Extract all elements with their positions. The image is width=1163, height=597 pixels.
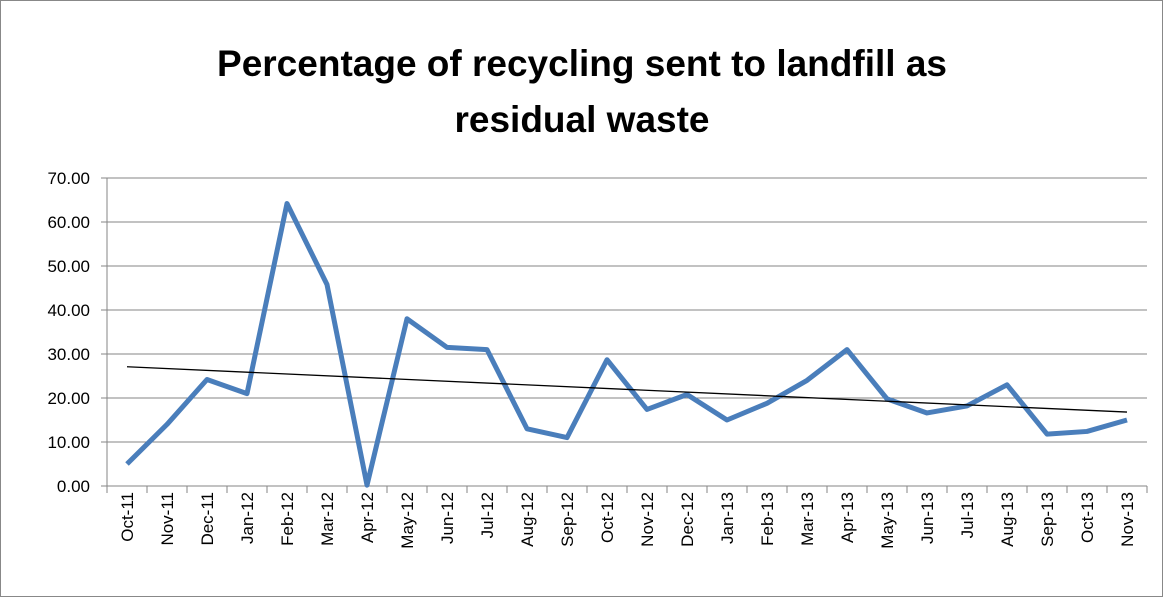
x-tick-label: Jan-13 [718,492,737,544]
y-tick-label: 0.00 [57,477,90,496]
x-tick-label: Feb-12 [278,492,297,546]
x-tick-label: Apr-12 [358,492,377,543]
y-tick-label: 70.00 [47,169,90,188]
x-tick-label: Nov-12 [638,492,657,547]
chart-title: residual waste [454,99,709,140]
y-tick-label: 60.00 [47,213,90,232]
x-tick-label: Oct-11 [118,492,137,542]
x-tick-label: Jul-12 [478,492,497,538]
x-tick-label: Jun-13 [918,492,937,544]
x-tick-label: Sep-12 [558,492,577,547]
x-tick-label: Sep-13 [1038,492,1057,547]
x-tick-label: Feb-13 [758,492,777,546]
x-tick-label: May-12 [398,492,417,549]
x-tick-label: Jun-12 [438,492,457,544]
x-tick-label: Dec-11 [198,492,217,546]
x-tick-label: Nov-11 [158,492,177,546]
x-tick-label: Oct-13 [1078,492,1097,543]
y-tick-label: 20.00 [47,389,90,408]
x-tick-label: Apr-13 [838,492,857,543]
x-tick-label: Oct-12 [598,492,617,543]
y-tick-label: 10.00 [47,433,90,452]
x-tick-label: Mar-13 [798,492,817,546]
x-tick-label: Jul-13 [958,492,977,538]
x-tick-label: Nov-13 [1118,492,1137,547]
x-tick-label: Aug-13 [998,492,1017,547]
x-tick-label: Aug-12 [518,492,537,547]
y-tick-label: 40.00 [47,301,90,320]
x-tick-label: Jan-12 [238,492,257,544]
y-tick-label: 50.00 [47,257,90,276]
x-tick-label: May-13 [878,492,897,549]
chart-title: Percentage of recycling sent to landfill… [217,43,947,84]
x-tick-label: Dec-12 [678,492,697,547]
x-tick-label: Mar-12 [318,492,337,546]
data-line [125,201,1128,488]
trend-line [126,366,1128,413]
y-tick-label: 30.00 [47,345,90,364]
